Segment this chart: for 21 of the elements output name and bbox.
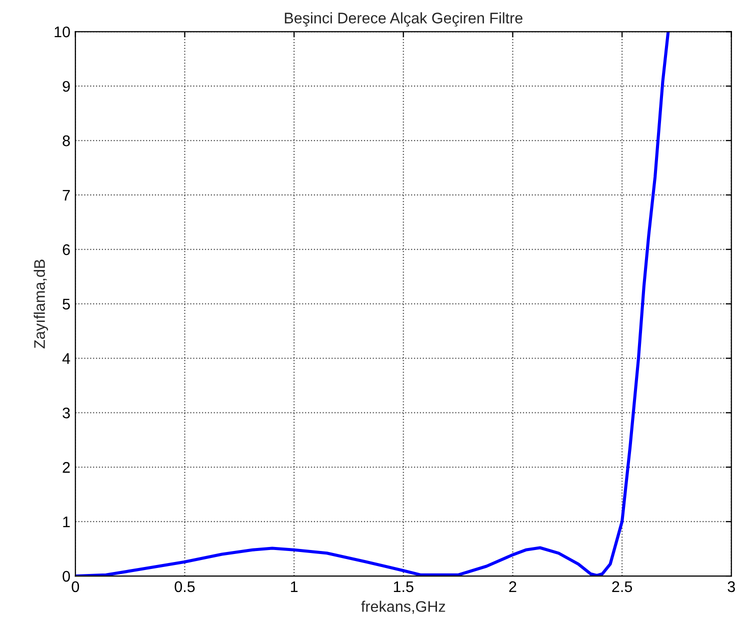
y-tick-label: 3 — [62, 408, 70, 418]
x-tick-label: 2 — [509, 581, 516, 592]
x-axis-title: frekans,GHz — [361, 600, 446, 614]
y-tick-label: 6 — [62, 244, 70, 256]
y-tick-label: 2 — [62, 462, 70, 473]
y-tick-label: 4 — [62, 353, 70, 364]
x-tick-label: 1 — [290, 581, 298, 592]
chart-title: Beşinci Derece Alçak Geçiren Filtre — [284, 12, 522, 27]
y-tick-label: 5 — [62, 298, 70, 310]
x-tick-label: 2.5 — [612, 581, 632, 592]
x-tick-label: 3 — [728, 581, 735, 592]
x-tick-label: 0 — [72, 581, 80, 592]
y-tick-label: 1 — [63, 516, 70, 528]
y-tick-label: 0 — [62, 570, 70, 582]
x-tick-label: 0.5 — [174, 581, 195, 592]
y-axis-title: Zayıflama,dB — [34, 260, 48, 348]
y-tick-label: 9 — [62, 80, 70, 92]
x-tick-label: 1.5 — [394, 581, 414, 592]
y-tick-label: 10 — [54, 26, 70, 38]
y-tick-label: 8 — [62, 135, 70, 146]
y-tick-label: 7 — [62, 190, 70, 200]
